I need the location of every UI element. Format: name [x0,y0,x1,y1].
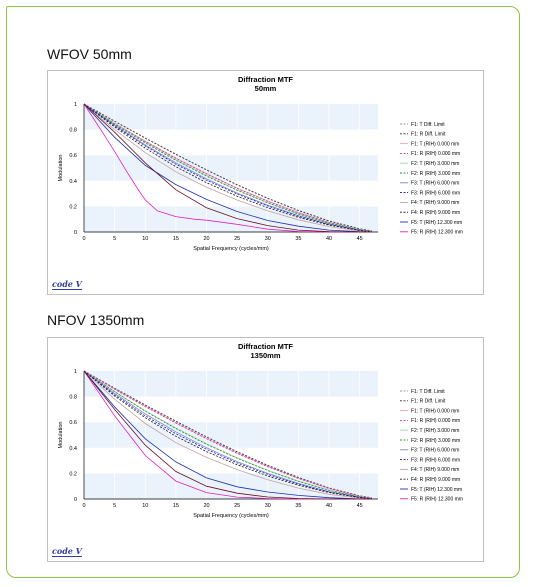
series-line [83,103,372,233]
grid-band [84,371,378,397]
legend-entry: F5: T (RIH) 12.300 mm [411,487,462,493]
series-line [83,370,372,500]
x-tick-label: 10 [142,503,148,509]
series-line [83,103,372,233]
x-tick-label: 40 [326,503,332,509]
x-tick-label: 20 [203,503,209,509]
x-tick-label: 45 [357,236,363,242]
y-tick-label: 0.6 [69,420,77,426]
x-tick-label: 5 [113,236,116,242]
series-line [83,370,372,499]
legend-entry: F5: R (RIH) 12.300 mm [411,230,463,236]
legend-entry: F1: T (RIH) 0.000 mm [411,141,459,147]
x-tick-label: 45 [357,503,363,509]
y-tick-label: 1 [74,102,77,108]
series-line [83,103,372,233]
legend-entry: F4: T (RIH) 9.000 mm [411,200,459,206]
x-tick-label: 20 [203,236,209,242]
x-tick-label: 30 [265,503,271,509]
y-tick-label: 0 [74,497,77,503]
series-line [83,370,372,499]
series-line [83,370,372,499]
grid-band [84,206,378,232]
legend-entry: F2: T (RIH) 3.000 mm [411,428,459,434]
legend-entry: F1: R Diff. Limit [411,132,446,138]
x-tick-label: 10 [142,236,148,242]
x-tick-label: 15 [173,236,179,242]
x-axis-label: Spatial Frequency (cycles/mm) [193,513,269,519]
series-line [83,370,372,500]
y-tick-label: 1 [74,369,77,375]
series-line [83,103,372,232]
y-tick-label: 0.4 [69,446,77,452]
y-axis-label: Modulation [58,155,64,182]
series-line [83,370,372,500]
codev-logo: code V [52,279,82,290]
mtf-chart-nfov: 0 5 10 15 20 25 30 35 40 45 0 0.2 0.4 0.6 0.8 1 Spatial … [58,369,463,519]
legend-entry: F2: R (RIH) 3.000 mm [411,171,460,177]
y-tick-label: 0.2 [69,204,77,210]
y-tick-label: 0.2 [69,471,77,477]
legend-entry: F5: T (RIH) 12.300 mm [411,220,462,226]
legend-entry: F1: T (RIH) 0.000 mm [411,408,459,414]
section-heading-nfov: NFOV 1350mm [47,312,145,328]
legend-entry: F4: R (RIH) 9.000 mm [411,210,460,216]
x-tick-label: 35 [295,236,301,242]
y-axis-label: Modulation [58,422,64,449]
legend-entry: F2: T (RIH) 3.000 mm [411,161,459,167]
legend-entry: F1: T Diff. Limit [411,389,445,395]
series-line [83,103,372,233]
mtf-chart-wfov: 0 5 10 15 20 25 30 35 40 45 0 0.2 0.4 0.6 0.8 1 Spatial … [58,102,463,252]
x-tick-label: 35 [295,503,301,509]
series-line [83,370,372,500]
legend-entry: F3: R (RIH) 6.000 mm [411,457,460,463]
series-line [83,103,372,232]
series-line [83,103,372,232]
legend-entry: F4: T (RIH) 9.000 mm [411,467,459,473]
y-tick-label: 0.8 [69,395,77,401]
legend-entry: F1: T Diff. Limit [411,122,445,128]
grid-band [84,104,378,130]
legend-entry: F1: R Diff. Limit [411,399,446,405]
legend-entry: F1: R (RIH) 0.000 mm [411,418,460,424]
codev-logo: code V [52,546,82,557]
y-tick-label: 0.4 [69,179,77,185]
series-line [83,370,372,499]
chart-panel-wfov: Diffraction MTF 50mm 0 5 10 15 20 25 30 35 40 45 0… [47,70,484,295]
x-axis-label: Spatial Frequency (cycles/mm) [193,246,269,252]
y-tick-label: 0.8 [69,128,77,134]
legend-entry: F3: T (RIH) 6.000 mm [411,448,459,454]
legend-entry: F2: R (RIH) 3.000 mm [411,438,460,444]
x-tick-label: 30 [265,236,271,242]
chart-title: Diffraction MTF [238,342,293,351]
grid-band [84,422,378,448]
series-line [83,103,372,233]
x-tick-label: 15 [173,503,179,509]
x-tick-label: 0 [82,236,85,242]
x-tick-label: 40 [326,236,332,242]
series-line [83,103,372,232]
legend-entry: F5: R (RIH) 12.300 mm [411,497,463,503]
grid-band [84,155,378,181]
x-tick-label: 0 [82,503,85,509]
chart-panel-nfov: Diffraction MTF 1350mm 0 5 10 15 20 25 30 35 40 4… [47,337,484,562]
legend-entry: F4: R (RIH) 9.000 mm [411,477,460,483]
legend-entry: F1: R (RIH) 0.000 mm [411,151,460,157]
series-line [83,370,372,500]
x-tick-label: 25 [234,236,240,242]
chart-subtitle: 1350mm [250,351,281,360]
y-tick-label: 0 [74,230,77,236]
x-tick-label: 5 [113,503,116,509]
y-tick-label: 0.6 [69,153,77,159]
legend-entry: F3: T (RIH) 6.000 mm [411,181,459,187]
x-tick-label: 25 [234,503,240,509]
section-heading-wfov: WFOV 50mm [47,46,132,62]
chart-title: Diffraction MTF [238,75,293,84]
legend-entry: F3: R (RIH) 6.000 mm [411,190,460,196]
chart-subtitle: 50mm [254,84,277,93]
